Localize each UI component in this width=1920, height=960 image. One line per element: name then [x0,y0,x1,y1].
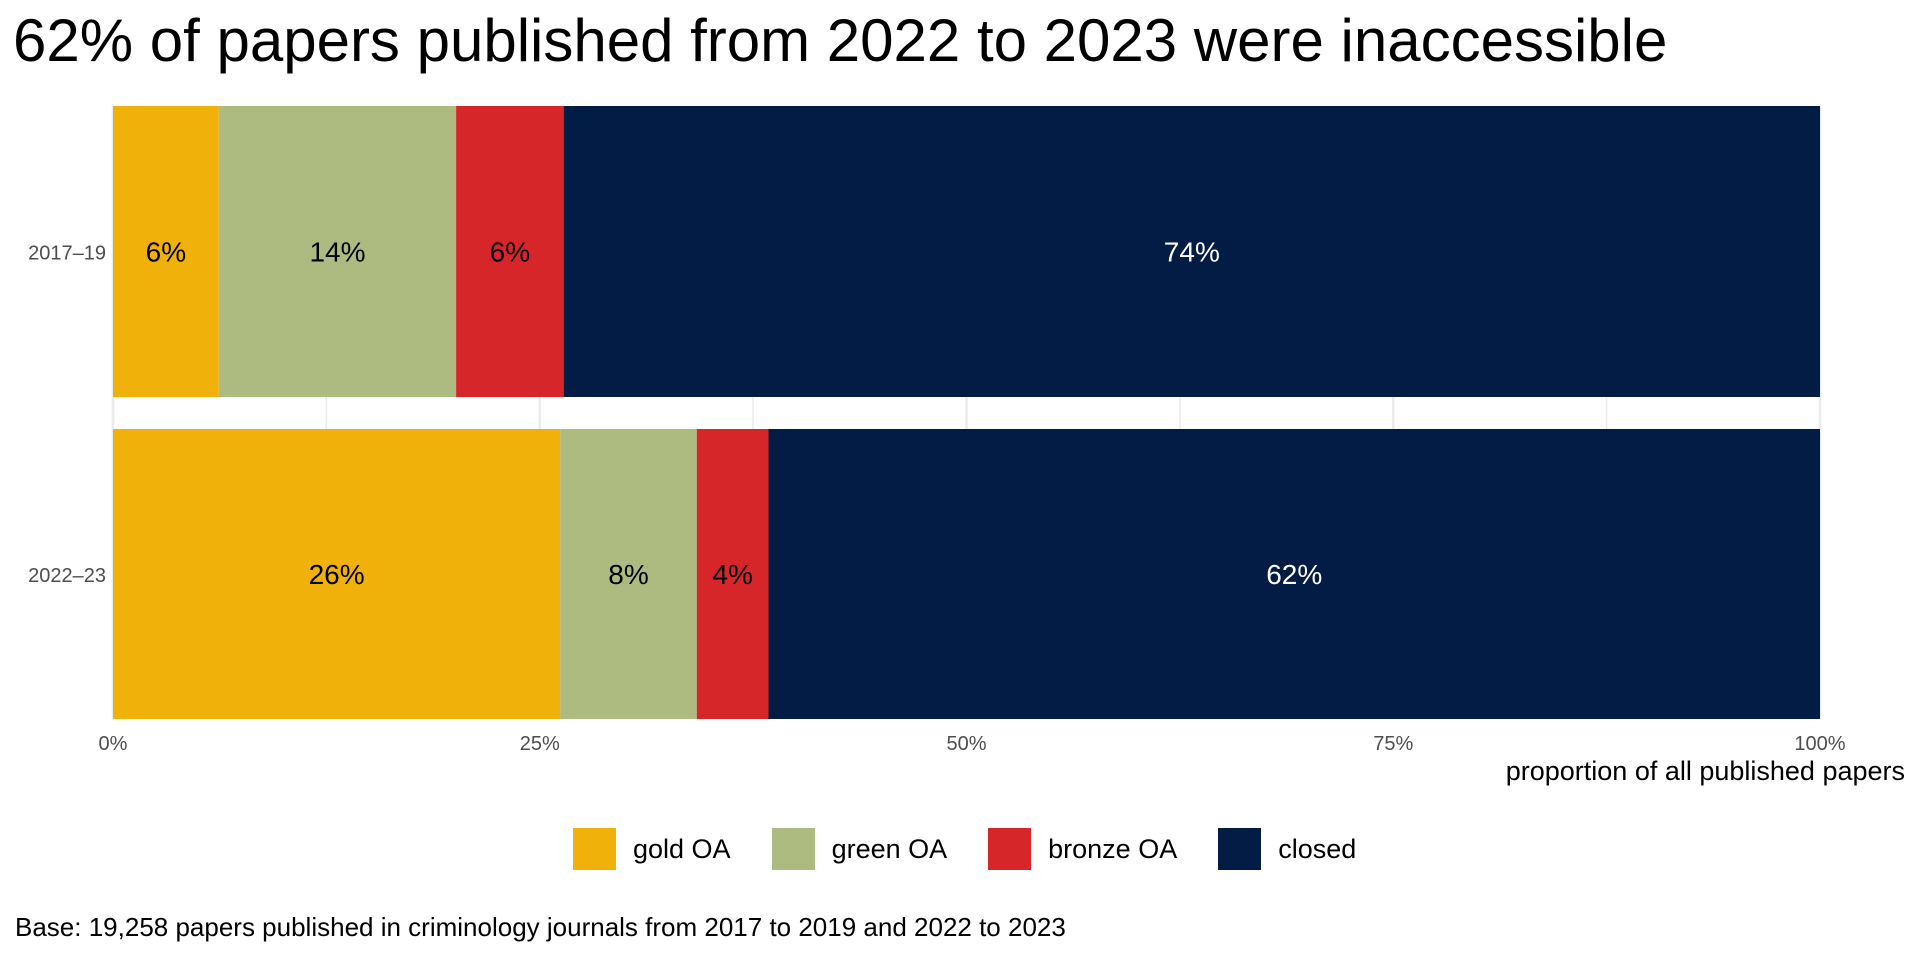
legend-label: bronze OA [1048,833,1178,864]
x-tick-label: 75% [1373,733,1413,755]
y-tick-label: 2017–19 [28,243,106,265]
legend-label: closed [1278,833,1357,864]
x-tick-label: 100% [1794,733,1845,755]
bar-data-label: 26% [309,559,365,590]
bar-data-label: 6% [490,237,530,268]
bar-data-label: 4% [712,559,752,590]
bar-segment-green-oa-2 [560,429,697,719]
bar-labels: 6% 14% 6% 74% 26% 8% 4% 62% [146,237,1323,591]
legend-item: gold OA [573,828,731,870]
legend-swatch [1218,828,1262,870]
bar-segment-gold-oa-2 [113,429,561,719]
bar-data-label: 62% [1266,559,1322,590]
bar-data-label: 6% [146,237,186,268]
x-tick-label: 0% [99,733,128,755]
y-axis-tick-labels: 2017–19 2022–23 [28,243,106,588]
legend-item: green OA [771,828,948,870]
bar-segment-closed-2 [768,429,1820,719]
legend-swatch [771,828,815,870]
caption: Base: 19,258 papers published in crimino… [15,912,1066,942]
legend-label: green OA [831,833,948,864]
legend-swatch [573,828,616,870]
x-tick-label: 50% [946,733,986,755]
x-axis-tick-labels: 0% 25% 50% 75% 100% [99,733,1846,755]
legend-swatch [988,828,1032,870]
bars [113,106,1821,719]
bar-segment-gold-oa-1 [113,106,219,397]
legend-label: gold OA [633,833,731,864]
legend: gold OA green OA bronze OA closed [573,828,1397,870]
bar-data-label: 14% [309,237,365,268]
x-tick-label: 25% [520,733,560,755]
y-tick-label: 2022–23 [28,565,106,587]
chart-title: 62% of papers published from 2022 to 202… [13,7,1668,74]
bar-segment-bronze-oa-1 [456,106,564,397]
bar-data-label: 74% [1164,237,1220,268]
legend-item: closed [1218,828,1356,870]
bar-segment-green-oa-1 [218,106,457,397]
bar-segment-bronze-oa-2 [696,429,769,719]
bar-data-label: 8% [608,559,648,590]
x-axis-label: proportion of all published papers [1506,756,1905,786]
legend-item: bronze OA [988,828,1177,870]
bar-segment-closed-1 [563,106,1821,397]
